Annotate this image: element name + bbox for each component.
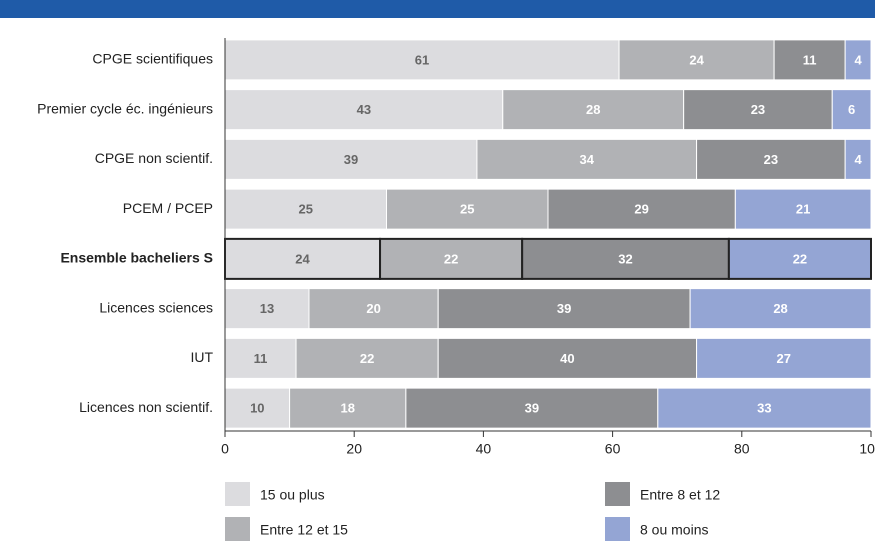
value-label: 22 xyxy=(793,251,807,266)
bar-segment xyxy=(224,337,297,379)
bar-segment xyxy=(224,89,504,131)
value-label: 32 xyxy=(618,251,632,266)
bar-segment xyxy=(521,237,730,280)
value-label: 10 xyxy=(250,401,264,416)
value-label: 39 xyxy=(344,152,358,167)
value-label: 20 xyxy=(366,301,380,316)
bar-segment xyxy=(308,288,439,330)
bar-segment xyxy=(683,89,833,131)
bar-segment xyxy=(657,387,872,429)
value-label: 25 xyxy=(460,202,474,217)
value-label: 27 xyxy=(777,351,791,366)
bar-segment xyxy=(386,188,549,230)
category-label: CPGE scientifiques xyxy=(92,51,213,67)
legend-label: Entre 12 et 15 xyxy=(260,522,348,538)
bar-segment xyxy=(224,288,310,330)
value-label: 39 xyxy=(525,401,539,416)
value-label: 4 xyxy=(854,152,862,167)
x-tick-label: 100 xyxy=(859,441,875,457)
bar-segment xyxy=(727,237,872,280)
legend-swatch xyxy=(225,482,250,506)
value-label: 21 xyxy=(796,202,810,217)
value-label: 6 xyxy=(848,102,855,117)
value-label: 28 xyxy=(586,102,600,117)
legend-swatch xyxy=(605,482,630,506)
value-label: 43 xyxy=(357,102,371,117)
legend-swatch xyxy=(225,517,250,541)
category-label: Ensemble bacheliers S xyxy=(60,250,213,266)
bar-segment xyxy=(476,138,698,180)
bar-segment xyxy=(844,39,872,81)
legend-swatch xyxy=(605,517,630,541)
legend-label: 15 ou plus xyxy=(260,487,325,503)
value-label: 40 xyxy=(560,351,574,366)
value-label: 28 xyxy=(773,301,787,316)
x-tick-label: 0 xyxy=(221,441,229,457)
bar-segment xyxy=(437,288,691,330)
bar-segment xyxy=(437,337,698,379)
value-label: 24 xyxy=(689,52,704,67)
value-label: 25 xyxy=(299,202,313,217)
value-label: 24 xyxy=(295,251,310,266)
value-label: 11 xyxy=(254,351,268,366)
bar-segment xyxy=(618,39,775,81)
category-label: IUT xyxy=(190,349,213,365)
legend-label: 8 ou moins xyxy=(640,522,708,538)
bar-segment xyxy=(224,188,387,230)
x-tick-label: 60 xyxy=(605,441,621,457)
x-tick-label: 80 xyxy=(734,441,750,457)
x-tick-label: 40 xyxy=(476,441,492,457)
value-label: 23 xyxy=(764,152,778,167)
bar-segment xyxy=(224,39,620,81)
category-label: Premier cycle éc. ingénieurs xyxy=(37,100,213,116)
x-tick-label: 20 xyxy=(346,441,362,457)
value-label: 18 xyxy=(341,401,355,416)
value-label: 11 xyxy=(803,52,817,67)
value-label: 33 xyxy=(757,401,771,416)
category-label: CPGE non scientif. xyxy=(95,150,213,166)
bar-segment xyxy=(844,138,872,180)
value-label: 39 xyxy=(557,301,571,316)
bar-segment xyxy=(734,188,872,230)
value-label: 61 xyxy=(415,52,429,67)
value-label: 22 xyxy=(444,251,458,266)
bar-segment xyxy=(831,89,872,131)
bar-segment xyxy=(696,337,872,379)
legend-label: Entre 8 et 12 xyxy=(640,487,720,503)
bar-segment xyxy=(773,39,846,81)
value-label: 4 xyxy=(854,52,862,67)
category-label: Licences non scientif. xyxy=(79,399,213,415)
value-label: 22 xyxy=(360,351,374,366)
top-band xyxy=(0,0,875,18)
category-label: Licences sciences xyxy=(99,299,213,315)
value-label: 23 xyxy=(751,102,765,117)
category-label: PCEM / PCEP xyxy=(123,200,213,216)
value-label: 29 xyxy=(634,202,648,217)
bar-segment xyxy=(405,387,659,429)
value-label: 34 xyxy=(580,152,595,167)
bar-segment xyxy=(502,89,685,131)
bar-segment xyxy=(224,387,291,429)
value-label: 13 xyxy=(260,301,274,316)
bar-segment xyxy=(689,288,872,330)
